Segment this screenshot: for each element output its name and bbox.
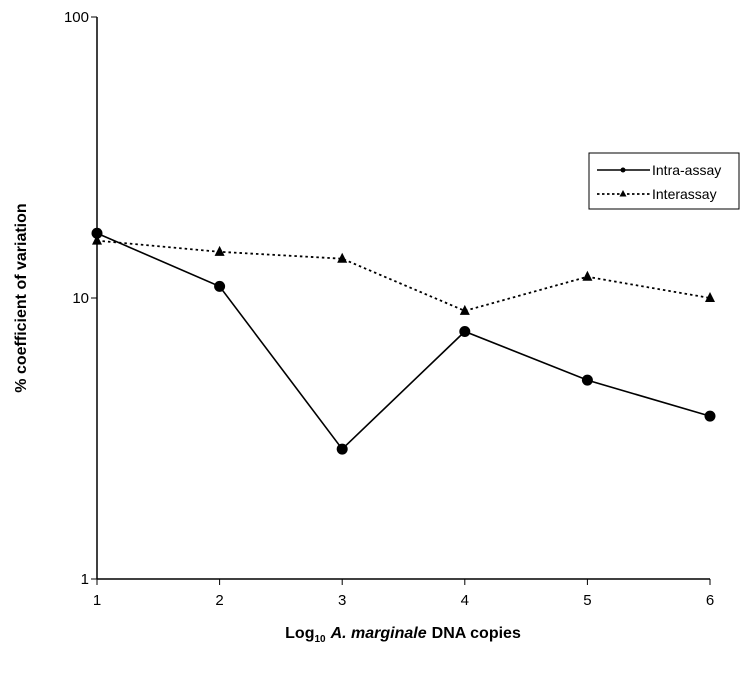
data-point-interassay — [337, 252, 348, 263]
x-axis-title-suffix: DNA copies — [432, 625, 521, 642]
series-line-interassay — [96, 239, 711, 312]
x-tick-label: 1 — [93, 592, 101, 609]
x-axis-title: Log10 A. marginale DNA copies — [285, 625, 521, 645]
y-tick-label: 1 — [81, 571, 89, 588]
x-tick-label: 2 — [215, 592, 223, 609]
x-tick-label: 5 — [583, 592, 591, 609]
legend-label-intra: Intra-assay — [652, 162, 721, 178]
data-point-interassay — [214, 245, 225, 256]
x-axis-title-subscript: 10 — [314, 634, 326, 645]
data-point-interassay — [459, 304, 470, 315]
x-tick-label: 3 — [338, 592, 346, 609]
legend-marker-intra — [620, 167, 626, 173]
data-point-intra-assay — [581, 374, 593, 386]
series-line-intra-assay — [96, 232, 711, 451]
data-point-interassay — [92, 234, 102, 245]
data-point-intra-assay — [214, 280, 226, 292]
data-point-intra-assay — [336, 443, 348, 455]
ticks: 1 2 3 4 5 6 1 10 100 — [64, 9, 714, 609]
legend-label-inter: Interassay — [652, 186, 717, 202]
x-tick-label: 6 — [706, 592, 714, 609]
y-tick-label: 100 — [64, 9, 89, 26]
y-tick-label: 10 — [72, 290, 89, 307]
legend-marker-inter — [619, 190, 627, 197]
x-axis-title-prefix: Log — [285, 625, 314, 642]
legend: Intra-assay Interassay — [588, 152, 740, 210]
x-axis-title-species: A. marginale — [330, 625, 427, 642]
data-point-intra-assay — [704, 410, 716, 422]
x-tick-label: 4 — [461, 592, 469, 609]
legend-box — [588, 152, 740, 210]
data-point-interassay — [705, 292, 715, 302]
series-layer — [91, 227, 716, 455]
data-point-interassay — [582, 270, 593, 281]
y-axis-title: % coefficient of variation — [13, 203, 30, 392]
data-point-intra-assay — [91, 227, 103, 239]
data-point-intra-assay — [459, 325, 471, 337]
